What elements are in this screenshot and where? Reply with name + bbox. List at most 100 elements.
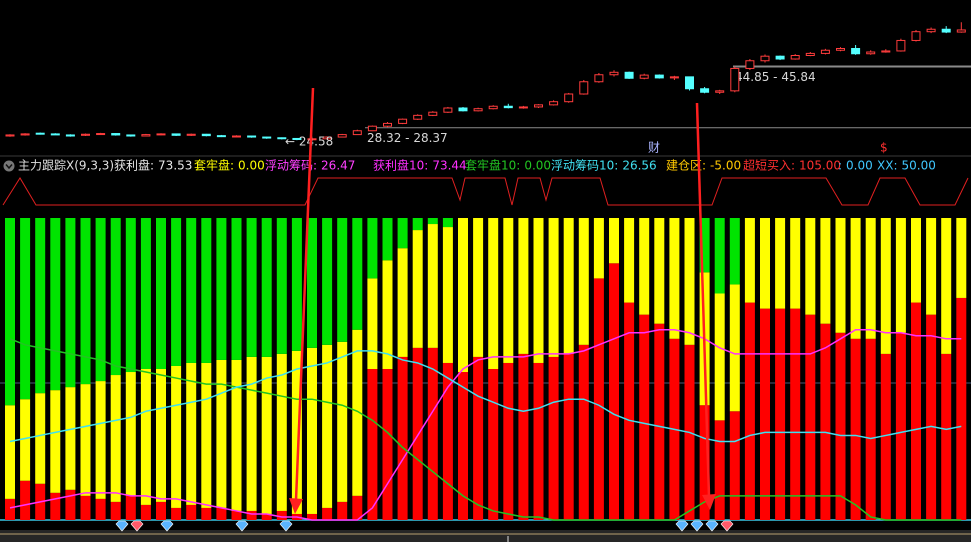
bar-segment [458, 218, 468, 373]
bar-segment [95, 498, 106, 520]
bar-segment [669, 218, 680, 339]
bar-segment [820, 218, 831, 324]
bar-segment [609, 263, 619, 520]
bar-segment [427, 224, 438, 348]
bar-segment [442, 227, 453, 363]
bar-segment [125, 495, 136, 520]
bar-segment [110, 375, 121, 502]
bar-segment [352, 329, 363, 496]
bar-segment [729, 411, 740, 520]
candle-body [685, 76, 694, 90]
bar-segment [442, 362, 453, 520]
bar-segment [926, 218, 937, 315]
candle-body [624, 71, 634, 79]
candle-body [488, 105, 498, 110]
bar-segment [760, 218, 770, 309]
bar-segment [307, 347, 317, 514]
bar-segment [95, 218, 106, 382]
bar-segment [65, 489, 76, 520]
bar-segment [533, 362, 544, 520]
legend-label: 建仓区: [666, 159, 706, 173]
candle-body [730, 67, 740, 92]
candle-body [65, 134, 75, 137]
candle-body [820, 49, 830, 54]
collapse-icon[interactable] [3, 160, 15, 172]
candle-body [96, 133, 106, 136]
bar-segment [307, 218, 317, 348]
candle-body [609, 71, 619, 76]
bar-segment [276, 353, 287, 511]
annotation-arrows [289, 87, 716, 514]
candle-body [700, 88, 710, 93]
bar-segment [805, 314, 816, 520]
bar-segment [412, 347, 423, 520]
legend-value: 0.00 [846, 159, 873, 173]
bar-segment [775, 218, 786, 309]
bar-segment [503, 218, 514, 363]
bar-segment [639, 218, 650, 315]
bar-segment [110, 218, 121, 376]
bar-segment [956, 218, 967, 298]
bar-segment [895, 218, 906, 333]
bar-segment [714, 420, 725, 520]
bar-segment [865, 218, 876, 339]
bar-segment [624, 302, 635, 520]
candle-body [352, 130, 362, 136]
signal-gem [160, 520, 174, 532]
candle-body [639, 74, 649, 79]
bar-segment [488, 369, 499, 520]
candle-body [292, 137, 302, 140]
bar-segment [593, 278, 604, 520]
bar-segment [261, 218, 272, 357]
candle-body [428, 111, 438, 116]
legend-value: -5.00 [710, 159, 741, 173]
legend-label: 浮动筹码10: [551, 159, 618, 173]
candle-body [413, 114, 423, 120]
candle-body [322, 136, 332, 140]
legend-value: 73.44 [432, 159, 466, 173]
bar-segment [533, 218, 544, 363]
candle-body [216, 135, 226, 138]
arrow-head [702, 494, 716, 510]
arrow-shaft [695, 102, 711, 497]
bar-segment [850, 218, 861, 339]
bar-segment [729, 218, 740, 285]
legend-label: 获利盘: [114, 158, 154, 173]
bar-segment [171, 218, 182, 366]
legend-label: 超短买入: [743, 158, 795, 173]
bar-segment [156, 369, 166, 502]
signal-gem [675, 520, 689, 532]
candle-body [50, 133, 60, 136]
bar-segment [578, 218, 589, 345]
bar-segment [80, 384, 91, 496]
bar-segment [911, 218, 921, 303]
bar-segment [699, 405, 710, 520]
legend-value: 50.00 [901, 159, 935, 173]
bar-segment [850, 338, 861, 520]
candle-body [232, 135, 241, 138]
candle-body [956, 29, 966, 33]
bar-segment [397, 218, 408, 249]
bar-segment [684, 218, 695, 345]
bar-segment [20, 480, 31, 520]
bar-segment [397, 356, 408, 520]
bar-segment [261, 513, 272, 520]
bar-segment [578, 344, 589, 520]
bar-segment [140, 504, 151, 520]
bar-segment [563, 218, 574, 354]
bar-segment [805, 218, 816, 315]
bar-segment [488, 218, 499, 369]
candle-body [337, 134, 347, 138]
bar-segment [956, 297, 967, 520]
candle-body [851, 48, 861, 55]
bar-segment [427, 218, 438, 225]
indicator-title: 主力跟踪X(9,3,3) [18, 159, 114, 173]
bar-segment [231, 359, 242, 511]
bar-segment [110, 501, 121, 520]
bar-segment [20, 399, 31, 481]
bar-segment [895, 332, 906, 520]
bar-segment [246, 218, 257, 357]
candle-body [805, 52, 815, 57]
candle-body [775, 55, 785, 60]
bar-segment [367, 218, 378, 279]
